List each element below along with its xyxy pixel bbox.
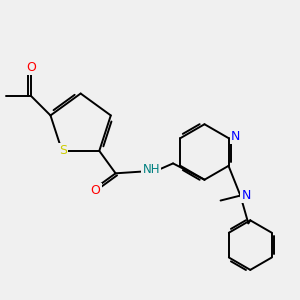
Text: O: O bbox=[26, 61, 36, 74]
Text: N: N bbox=[242, 189, 251, 202]
Text: NH: NH bbox=[142, 163, 160, 176]
Text: S: S bbox=[59, 144, 67, 158]
Text: O: O bbox=[91, 184, 100, 197]
Text: N: N bbox=[231, 130, 240, 142]
